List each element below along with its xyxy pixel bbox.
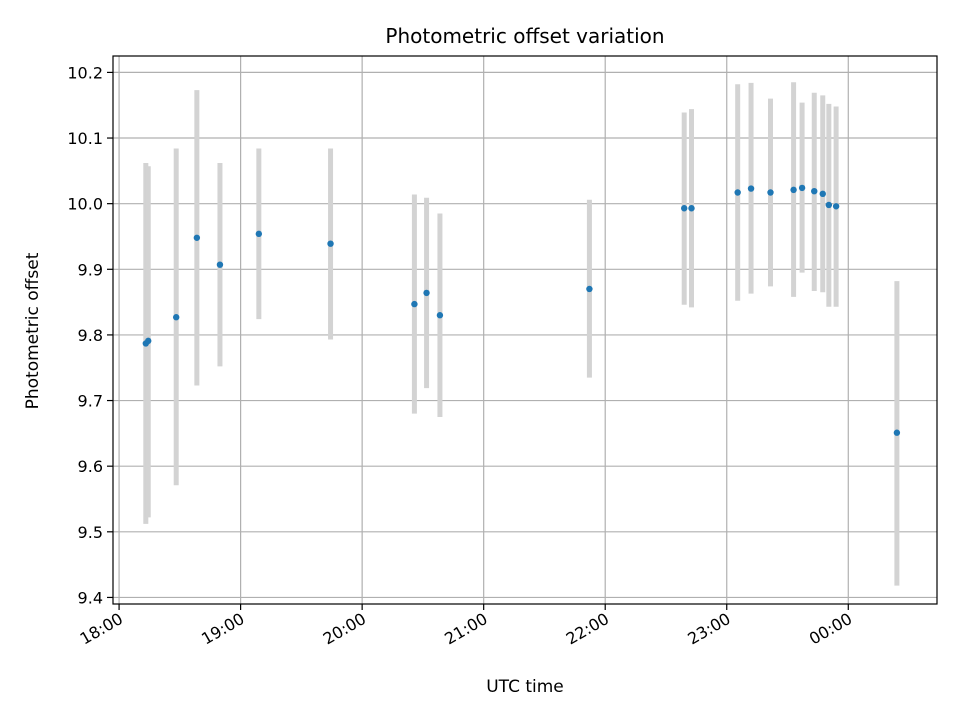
data-point	[145, 337, 152, 345]
y-tick-label: 10.0	[67, 195, 103, 214]
data-point	[747, 185, 755, 192]
plot-frame	[112, 55, 938, 605]
data-point	[586, 285, 593, 293]
x-axis-label: UTC time	[486, 677, 564, 697]
y-axis-label: Photometric offset	[23, 252, 43, 409]
y-tick-label: 10.1	[67, 129, 103, 148]
y-tick-label: 9.7	[78, 392, 103, 411]
y-tick-label: 9.5	[78, 523, 103, 542]
data-point	[767, 189, 774, 196]
data-point	[734, 189, 741, 196]
data-point	[798, 184, 806, 192]
y-tick-label: 9.9	[78, 260, 103, 279]
data-point	[893, 429, 901, 436]
data-point	[811, 187, 818, 195]
data-point	[172, 314, 180, 321]
data-point	[193, 234, 201, 241]
data-point	[681, 205, 688, 212]
data-point	[216, 261, 224, 268]
data-point	[255, 230, 263, 238]
data-points	[142, 184, 901, 436]
data-point	[819, 190, 826, 198]
y-tick-label: 10.2	[67, 63, 103, 82]
data-point	[327, 240, 334, 247]
grid-lines	[113, 56, 937, 604]
y-tick-label: 9.8	[78, 326, 103, 345]
y-tick-label: 9.4	[78, 588, 103, 607]
y-tick-label: 9.6	[78, 457, 103, 476]
data-point	[436, 312, 444, 319]
data-point	[688, 205, 695, 212]
data-point	[423, 289, 430, 297]
data-point	[825, 201, 833, 209]
data-point	[411, 300, 418, 308]
data-point	[790, 186, 797, 194]
chart-title: Photometric offset variation	[385, 24, 664, 48]
data-point	[832, 203, 840, 210]
